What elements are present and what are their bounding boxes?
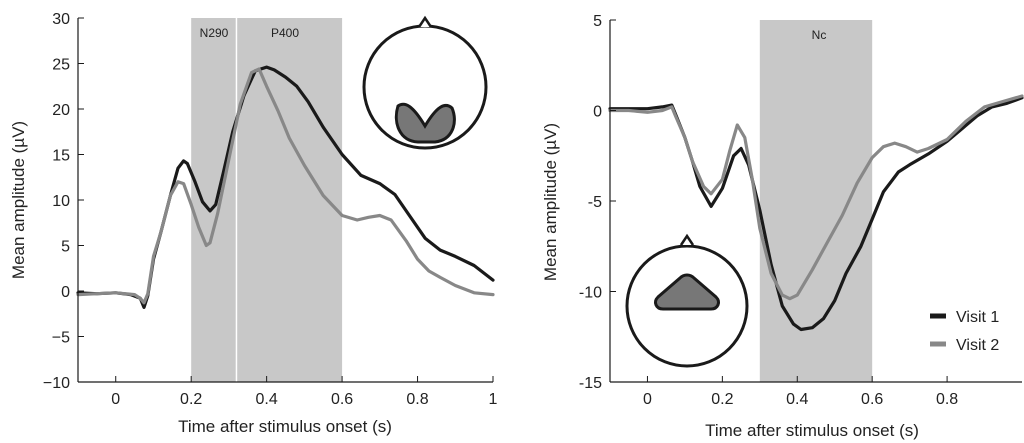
time-window-bands (759, 20, 873, 382)
y-tick-label: 20 (52, 102, 70, 119)
series-lines (608, 94, 1024, 332)
right-chart-panel: Nc 5 0 -5 -10 -15 0 0.2 0.4 0.6 0.8 Time after s… (541, 13, 1024, 440)
time-window-bands (191, 18, 343, 382)
x-tick-label: 1 (489, 391, 498, 408)
band-nc (759, 20, 873, 382)
scalp-map-icon (362, 15, 488, 150)
y-tick-label: 25 (52, 57, 70, 74)
y-tick-label: -5 (588, 194, 602, 211)
x-tick-label: 0.6 (861, 391, 883, 408)
legend-label-visit-2: Visit 2 (956, 337, 999, 354)
y-axis-label: Mean amplitude (µV) (541, 123, 560, 281)
x-tick-label: 0.2 (711, 391, 733, 408)
x-ticks: 0 0.2 0.4 0.6 0.8 (643, 376, 958, 408)
y-ticks: 30 25 20 15 10 5 0 −5 −10 (43, 11, 84, 392)
x-axis-label: Time after stimulus onset (s) (705, 421, 919, 440)
x-tick-label: 0.4 (786, 391, 808, 408)
y-tick-label: 0 (61, 284, 70, 301)
time-window-labels: Nc (812, 28, 827, 42)
y-ticks: 5 0 -5 -10 -15 (579, 13, 616, 392)
y-tick-label: 15 (52, 148, 70, 165)
y-tick-label: -10 (579, 285, 602, 302)
time-window-labels: N290 P400 (200, 26, 300, 40)
y-tick-label: 10 (52, 193, 70, 210)
band-label-nc: Nc (812, 28, 827, 42)
y-tick-label: 5 (593, 13, 602, 30)
band-label-n290: N290 (200, 26, 229, 40)
x-axis-label: Time after stimulus onset (s) (178, 417, 392, 436)
x-ticks: 0 0.2 0.4 0.6 0.8 1 (111, 376, 498, 408)
x-tick-label: 0.8 (406, 391, 428, 408)
left-chart-panel: N290 P400 30 25 20 15 10 5 0 −5 −10 0 0.2 0.4 0.6 0.… (9, 11, 498, 436)
y-tick-label: 30 (52, 11, 70, 28)
x-tick-label: 0 (111, 391, 120, 408)
scalp-map-icon (625, 233, 749, 368)
x-tick-label: 0.8 (936, 391, 958, 408)
x-tick-label: 0 (643, 391, 652, 408)
y-axis-label: Mean amplitude (µV) (9, 121, 28, 279)
band-n290 (191, 18, 237, 382)
y-tick-label: -15 (579, 375, 602, 392)
y-tick-label: 5 (61, 239, 70, 256)
legend: Visit 1 Visit 2 (930, 309, 999, 354)
x-tick-label: 0.2 (180, 391, 202, 408)
x-tick-label: 0.6 (331, 391, 353, 408)
y-tick-label: 0 (593, 104, 602, 121)
legend-label-visit-1: Visit 1 (956, 309, 999, 326)
series-line-visit-2 (76, 67, 495, 305)
y-tick-label: −5 (52, 330, 70, 347)
series-line-visit-2 (608, 94, 1024, 301)
x-tick-label: 0.4 (256, 391, 278, 408)
y-tick-label: −10 (43, 375, 70, 392)
band-label-p400: P400 (271, 26, 299, 40)
series-lines (76, 65, 495, 309)
